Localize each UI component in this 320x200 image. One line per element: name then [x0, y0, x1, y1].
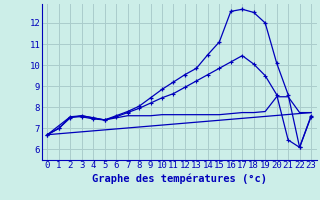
X-axis label: Graphe des températures (°c): Graphe des températures (°c) — [92, 173, 267, 184]
